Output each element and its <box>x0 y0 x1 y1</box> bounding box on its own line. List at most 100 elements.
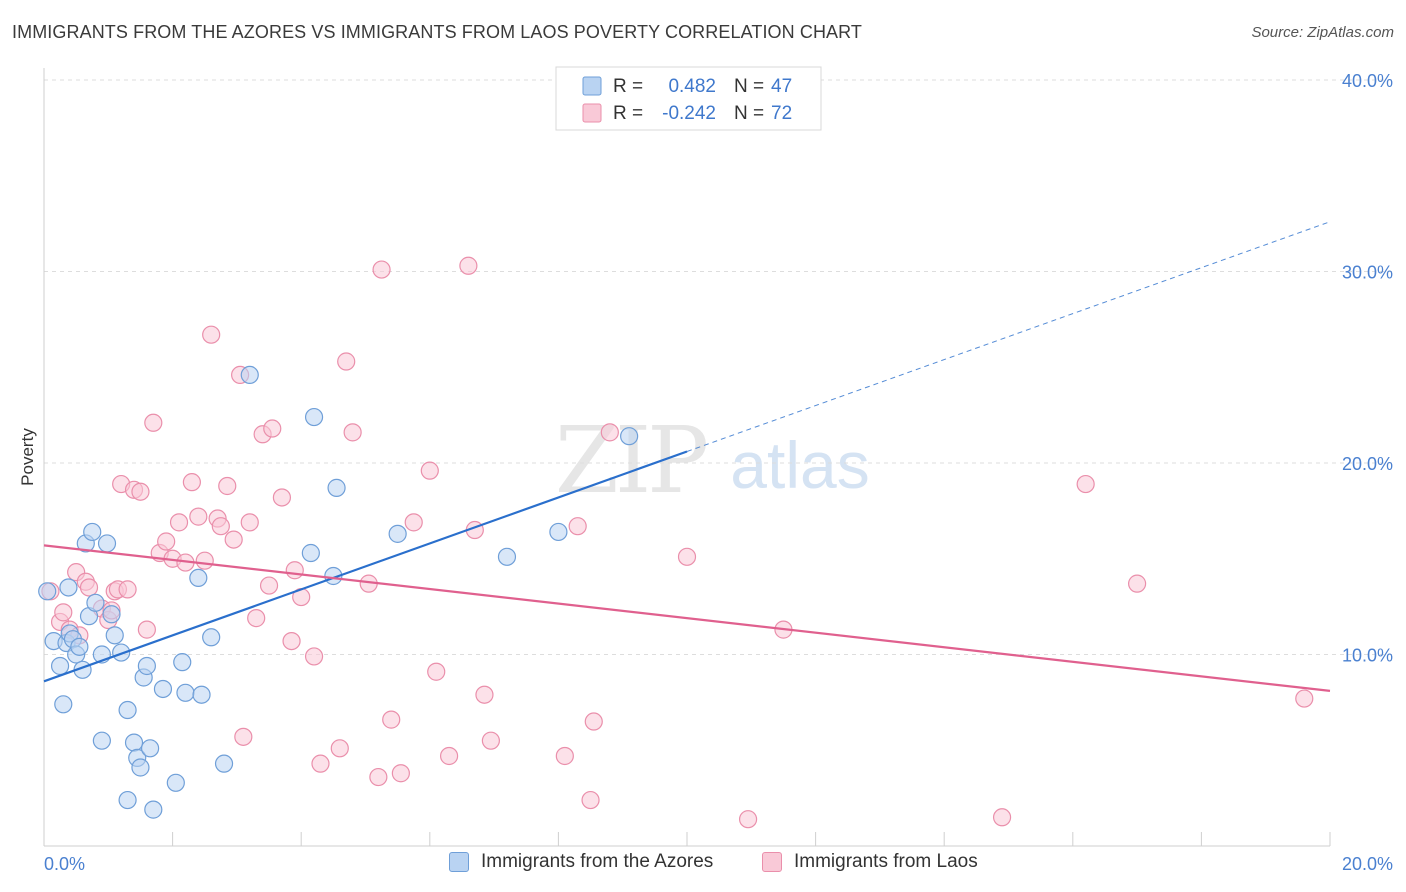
legend-swatch-azores <box>582 76 602 96</box>
legend-n-label: N = <box>734 103 764 124</box>
legend-swatch-laos <box>582 103 602 123</box>
laos-point <box>439 746 459 766</box>
azores-trend-line <box>43 450 688 683</box>
azores-point <box>97 534 117 553</box>
laos-point <box>79 578 99 597</box>
azores-point <box>137 656 156 676</box>
laos-point <box>600 423 619 442</box>
azores-point <box>70 637 89 656</box>
azores-point <box>176 683 195 702</box>
azores-point <box>153 679 173 699</box>
azores-point <box>59 578 78 597</box>
laos-point <box>382 710 401 729</box>
grid <box>44 79 1392 655</box>
azores-point <box>497 547 517 566</box>
legend-r-label: R = <box>613 76 643 97</box>
legend-bottom: Immigrants from the Azores Immigrants fr… <box>0 851 1406 879</box>
y-axis-label: Poverty <box>18 428 37 486</box>
azores-point <box>549 522 568 542</box>
laos-point <box>369 767 388 787</box>
laos-point <box>337 352 356 371</box>
azores-point <box>54 695 73 714</box>
azores-point <box>202 628 221 647</box>
laos-point <box>182 473 201 492</box>
laos-point <box>475 685 494 704</box>
laos-point <box>263 419 282 438</box>
laos-point <box>427 662 446 681</box>
laos-point <box>555 746 574 766</box>
laos-point <box>343 423 362 442</box>
legend-item-laos[interactable]: Immigrants from Laos <box>762 851 978 873</box>
laos-point <box>218 476 237 496</box>
watermark-atlas: atlas <box>730 428 869 502</box>
legend-label-azores: Immigrants from the Azores <box>481 851 714 872</box>
legend-r-value: 0.482 <box>668 76 716 97</box>
laos-point <box>118 580 137 599</box>
azores-point <box>86 593 105 612</box>
laos-point <box>1127 574 1147 593</box>
laos-point <box>144 413 163 432</box>
azores-point <box>620 427 639 446</box>
laos-point <box>568 517 587 536</box>
azores-point <box>105 626 124 645</box>
azores-trend-extension <box>686 221 1331 452</box>
laos-point <box>584 712 603 731</box>
azores-point <box>189 568 208 588</box>
laos-point <box>459 256 478 275</box>
azores-point <box>102 605 121 624</box>
laos-point <box>1295 689 1314 708</box>
azores-point <box>388 524 407 543</box>
azores-point <box>240 365 259 385</box>
laos-point <box>240 513 259 532</box>
laos-point <box>391 764 410 783</box>
laos-point <box>282 631 301 651</box>
legend-r-label: R = <box>613 103 643 124</box>
azores-point <box>327 478 346 497</box>
azores-point <box>38 582 57 601</box>
azores-point <box>83 522 102 542</box>
laos-point <box>202 325 221 344</box>
legend-n-value: 72 <box>771 103 792 124</box>
legend-item-azores[interactable]: Immigrants from the Azores <box>449 851 713 873</box>
laos-point <box>157 532 176 551</box>
y-tick-labels: 10.0% 20.0% 30.0% 40.0% <box>1342 71 1393 666</box>
laos-trend-line <box>43 544 1331 692</box>
azores-points <box>38 365 639 819</box>
azores-point <box>92 731 111 750</box>
y-tick-label: 40.0% <box>1342 71 1393 91</box>
azores-point <box>50 656 70 676</box>
laos-point <box>189 507 208 526</box>
chart-title: IMMIGRANTS FROM THE AZORES VS IMMIGRANTS… <box>12 22 863 42</box>
laos-point <box>481 731 500 750</box>
laos-point <box>992 808 1012 827</box>
laos-point <box>311 754 330 773</box>
laos-point <box>259 576 279 595</box>
laos-point <box>131 482 150 501</box>
x-tick-label: 20.0% <box>1342 854 1393 874</box>
laos-point <box>272 488 292 507</box>
y-tick-label: 10.0% <box>1342 646 1393 666</box>
laos-point <box>137 620 156 639</box>
x-tick-label: 0.0% <box>44 854 85 874</box>
azores-point <box>124 733 144 752</box>
laos-point <box>420 461 439 480</box>
legend-r-value: -0.242 <box>662 103 716 124</box>
legend-label-laos: Immigrants from Laos <box>794 851 978 872</box>
laos-point <box>304 647 324 666</box>
legend-swatch-laos <box>762 852 782 872</box>
laos-point <box>169 513 189 532</box>
laos-point <box>54 603 73 622</box>
azores-point <box>118 700 137 720</box>
laos-point <box>285 561 304 580</box>
legend-swatch-azores <box>449 852 469 872</box>
laos-point <box>677 547 697 566</box>
azores-point <box>166 773 185 792</box>
trend-lines <box>43 221 1331 692</box>
x-ticks: 0.0% 20.0% <box>43 832 1393 874</box>
azores-point <box>118 790 137 810</box>
azores-point <box>214 754 234 773</box>
laos-point <box>330 739 349 758</box>
laos-point <box>404 513 423 532</box>
laos-point <box>1076 474 1095 494</box>
